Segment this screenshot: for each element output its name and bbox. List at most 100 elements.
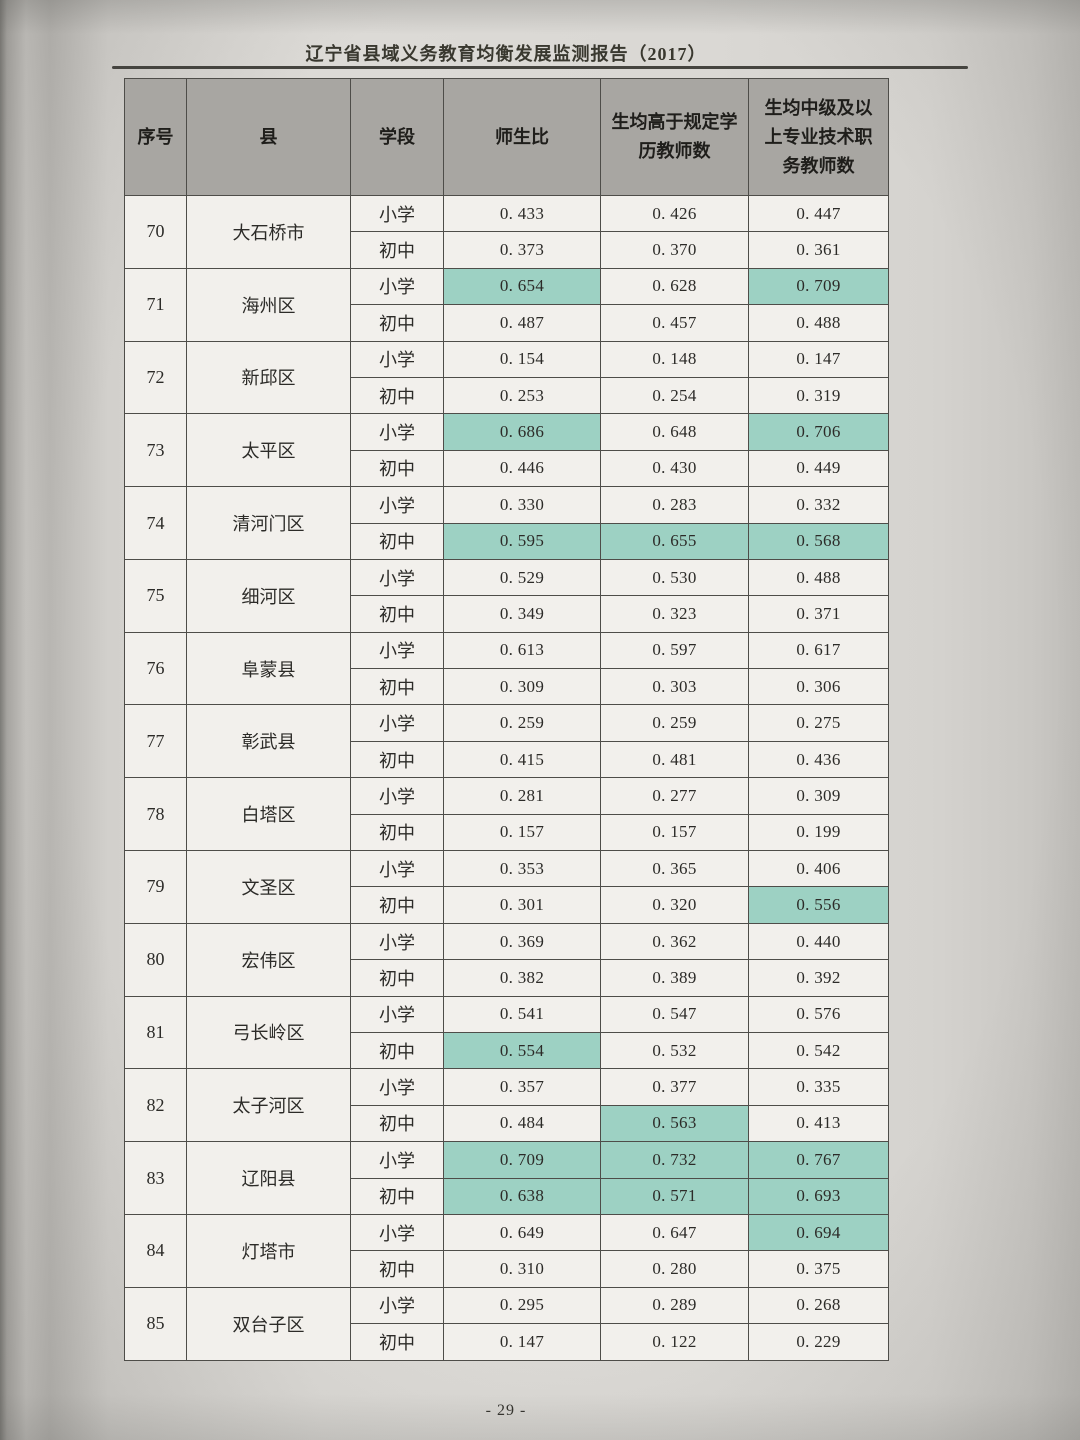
county-name-cell: 辽阳县	[186, 1141, 351, 1215]
value-cell: 0. 306	[748, 668, 889, 706]
table-row: 81 弓长岭区 小学 0. 541 0. 547 0. 576	[124, 995, 889, 1070]
stage-label-cell: 小学	[350, 340, 444, 378]
row-number-cell: 71	[124, 267, 187, 342]
table-row: 初中 0. 446 0. 430 0. 449	[125, 449, 889, 488]
stage-label-cell: 初中	[350, 231, 444, 269]
value-cell: 0. 554	[443, 1031, 601, 1070]
table-row: 83 辽阳县 小学 0. 709 0. 732 0. 767	[124, 1141, 889, 1215]
stage-label-cell: 小学	[350, 922, 444, 961]
value-cell: 0. 426	[600, 194, 749, 233]
value-cell: 0. 628	[600, 267, 749, 306]
value-cell: 0. 576	[748, 995, 889, 1033]
county-name-cell: 双台子区	[186, 1286, 351, 1361]
value-cell: 0. 529	[443, 558, 601, 597]
value-cell: 0. 157	[600, 813, 749, 852]
value-cell: 0. 199	[748, 813, 889, 852]
value-cell: 0. 332	[748, 486, 889, 524]
row-number-cell: 83	[124, 1141, 187, 1215]
value-cell: 0. 433	[443, 194, 601, 233]
value-cell: 0. 481	[600, 740, 749, 779]
stage-label-cell: 初中	[350, 1031, 444, 1070]
stage-label-cell: 初中	[350, 1104, 444, 1143]
stage-label-cell: 小学	[350, 267, 444, 306]
value-cell: 0. 488	[748, 304, 889, 342]
table-row: 80 宏伟区 小学 0. 369 0. 362 0. 440	[124, 922, 889, 997]
value-cell: 0. 275	[748, 704, 889, 742]
stage-label-cell: 初中	[350, 1323, 444, 1361]
value-cell: 0. 357	[443, 1068, 601, 1106]
value-cell: 0. 147	[443, 1323, 601, 1361]
column-header: 学段	[350, 78, 444, 196]
stage-label-cell: 初中	[350, 813, 444, 852]
stage-label-cell: 小学	[350, 1213, 444, 1252]
column-header: 序号	[124, 78, 187, 196]
stage-label-cell: 初中	[350, 1177, 444, 1215]
table-row: 72 新邱区 小学 0. 154 0. 148 0. 147	[124, 340, 889, 415]
value-cell: 0. 532	[600, 1031, 749, 1070]
county-name-cell: 新邱区	[186, 340, 351, 415]
row-number-cell: 85	[124, 1286, 187, 1361]
stage-label-cell: 初中	[350, 886, 444, 924]
stage-label-cell: 小学	[350, 1286, 444, 1325]
value-cell: 0. 280	[600, 1250, 749, 1288]
county-name-cell: 细河区	[186, 558, 351, 633]
value-cell: 0. 597	[600, 631, 749, 670]
value-cell: 0. 706	[748, 413, 889, 451]
value-cell: 0. 413	[748, 1104, 889, 1143]
value-cell: 0. 568	[748, 522, 889, 560]
value-cell: 0. 371	[748, 595, 889, 633]
stage-label-cell: 小学	[350, 777, 444, 815]
value-cell: 0. 709	[443, 1141, 601, 1179]
stage-label-cell: 小学	[350, 850, 444, 888]
value-cell: 0. 157	[443, 813, 601, 852]
value-cell: 0. 289	[600, 1286, 749, 1325]
value-cell: 0. 638	[443, 1177, 601, 1215]
county-name-cell: 宏伟区	[186, 922, 351, 997]
value-cell: 0. 556	[748, 886, 889, 924]
county-name-cell: 文圣区	[186, 850, 351, 924]
value-cell: 0. 281	[443, 777, 601, 815]
table-row: 初中 0. 487 0. 457 0. 488	[125, 304, 889, 342]
table-row: 76 阜蒙县 小学 0. 613 0. 597 0. 617	[124, 631, 889, 706]
value-cell: 0. 440	[748, 922, 889, 961]
table-header: 序号县学段 师生比 生均高于规定学历教师数 生均中级及以上专业技术职务教师数	[124, 78, 889, 196]
value-cell: 0. 595	[443, 522, 601, 560]
stage-label-cell: 初中	[350, 595, 444, 633]
table-row: 初中 0. 382 0. 389 0. 392	[125, 959, 889, 997]
stage-label-cell: 小学	[350, 1141, 444, 1179]
value-cell: 0. 147	[748, 340, 889, 378]
value-cell: 0. 310	[443, 1250, 601, 1288]
stage-label-cell: 小学	[350, 413, 444, 451]
value-cell: 0. 563	[600, 1104, 749, 1143]
stage-label-cell: 初中	[350, 449, 444, 488]
row-number-cell: 75	[124, 558, 187, 633]
monitoring-table: 序号县学段 师生比 生均高于规定学历教师数 生均中级及以上专业技术职务教师数 70 大石…	[124, 78, 889, 1361]
county-name-cell: 白塔区	[186, 777, 351, 852]
value-cell: 0. 377	[600, 1068, 749, 1106]
value-cell: 0. 301	[443, 886, 601, 924]
value-cell: 0. 382	[443, 959, 601, 997]
value-cell: 0. 648	[600, 413, 749, 451]
row-number-cell: 84	[124, 1213, 187, 1288]
stage-label-cell: 小学	[350, 194, 444, 233]
row-number-cell: 74	[124, 486, 187, 560]
table-row: 初中 0. 484 0. 563 0. 413	[125, 1104, 889, 1143]
value-cell: 0. 415	[443, 740, 601, 779]
value-cell: 0. 259	[443, 704, 601, 742]
title-divider-rule	[112, 66, 968, 69]
stage-label-cell: 初中	[350, 1250, 444, 1288]
value-cell: 0. 253	[443, 376, 601, 415]
value-cell: 0. 122	[600, 1323, 749, 1361]
value-cell: 0. 362	[600, 922, 749, 961]
value-cell: 0. 353	[443, 850, 601, 888]
stage-label-cell: 初中	[350, 740, 444, 779]
county-name-cell: 太子河区	[186, 1068, 351, 1143]
table-row: 78 白塔区 小学 0. 281 0. 277 0. 309	[124, 777, 889, 852]
value-cell: 0. 457	[600, 304, 749, 342]
table-row: 85 双台子区 小学 0. 295 0. 289 0. 268	[124, 1286, 889, 1361]
value-cell: 0. 571	[600, 1177, 749, 1215]
value-cell: 0. 349	[443, 595, 601, 633]
value-cell: 0. 617	[748, 631, 889, 670]
table-row: 初中 0. 147 0. 122 0. 229	[125, 1323, 889, 1361]
page-number: - 29 -	[485, 1402, 527, 1419]
